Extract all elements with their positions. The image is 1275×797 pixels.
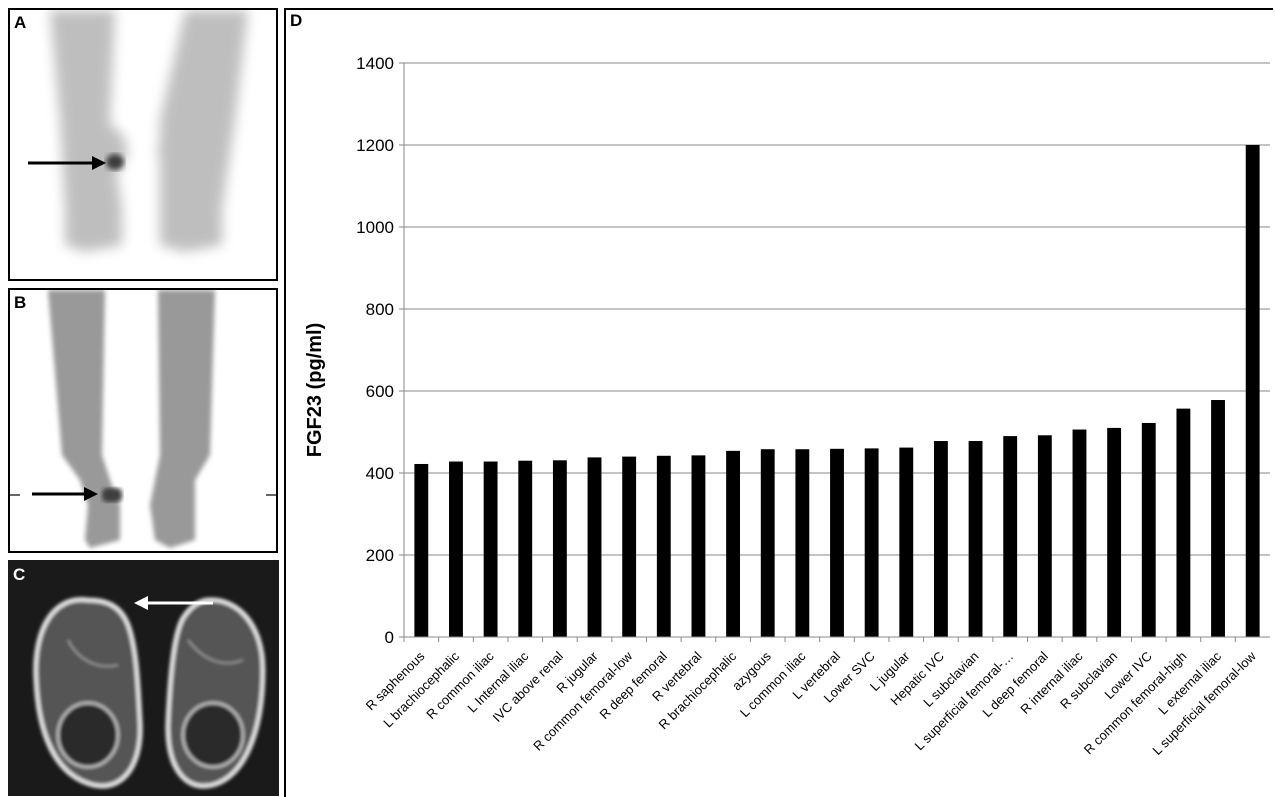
bar	[414, 463, 429, 637]
bar	[449, 461, 463, 637]
y-tick-label: 1400	[356, 54, 394, 73]
bone-scan-image	[28, 10, 248, 252]
mri-image	[8, 560, 279, 796]
arrow-left-icon	[134, 596, 213, 610]
panel-a-bone-scan: A	[8, 8, 278, 281]
panel-d-chart: D 0 200 400 600 800 1000 1200 1400 R saphenous L…	[284, 8, 1273, 797]
panel-b-label: B	[14, 293, 27, 312]
bar	[656, 455, 671, 637]
bar	[933, 441, 948, 637]
bar	[760, 449, 775, 637]
y-axis-ticks: 0 200 400 600 800 1000 1200 1400	[356, 54, 405, 647]
y-tick-label: 400	[366, 464, 394, 483]
y-tick-label: 1000	[356, 218, 394, 237]
bar	[1176, 408, 1191, 637]
bar	[830, 448, 844, 637]
bar	[1245, 145, 1260, 637]
bar	[1141, 422, 1156, 637]
bar	[552, 460, 567, 637]
bar	[1107, 427, 1122, 637]
bar	[1072, 429, 1087, 637]
bar	[1003, 436, 1018, 637]
bar	[864, 448, 879, 637]
arrow-right-icon	[32, 487, 98, 501]
bar	[518, 460, 533, 637]
y-tick-label: 800	[366, 300, 394, 319]
panel-c-mri: C	[8, 560, 279, 796]
ct-scan-image	[10, 290, 276, 548]
bar	[691, 455, 706, 637]
bar	[587, 457, 602, 637]
arrow-right-icon	[28, 156, 106, 170]
bar	[1037, 435, 1052, 637]
panel-d-label: D	[290, 11, 303, 30]
y-tick-label: 200	[366, 546, 394, 565]
bar	[795, 449, 810, 637]
bar	[899, 447, 914, 637]
bar	[726, 450, 741, 637]
panel-a-label: A	[14, 13, 27, 32]
y-tick-label: 600	[366, 382, 394, 401]
bars	[414, 145, 1260, 637]
bar	[483, 461, 498, 637]
bar	[622, 456, 637, 637]
bar	[968, 441, 983, 637]
panel-b-scan: B	[8, 288, 278, 553]
y-tick-label: 1200	[356, 136, 394, 155]
bar	[1211, 400, 1225, 637]
y-axis-label: FGF23 (pg/ml)	[304, 323, 326, 457]
y-tick-label: 0	[385, 628, 394, 647]
panel-c-label: C	[13, 565, 26, 584]
